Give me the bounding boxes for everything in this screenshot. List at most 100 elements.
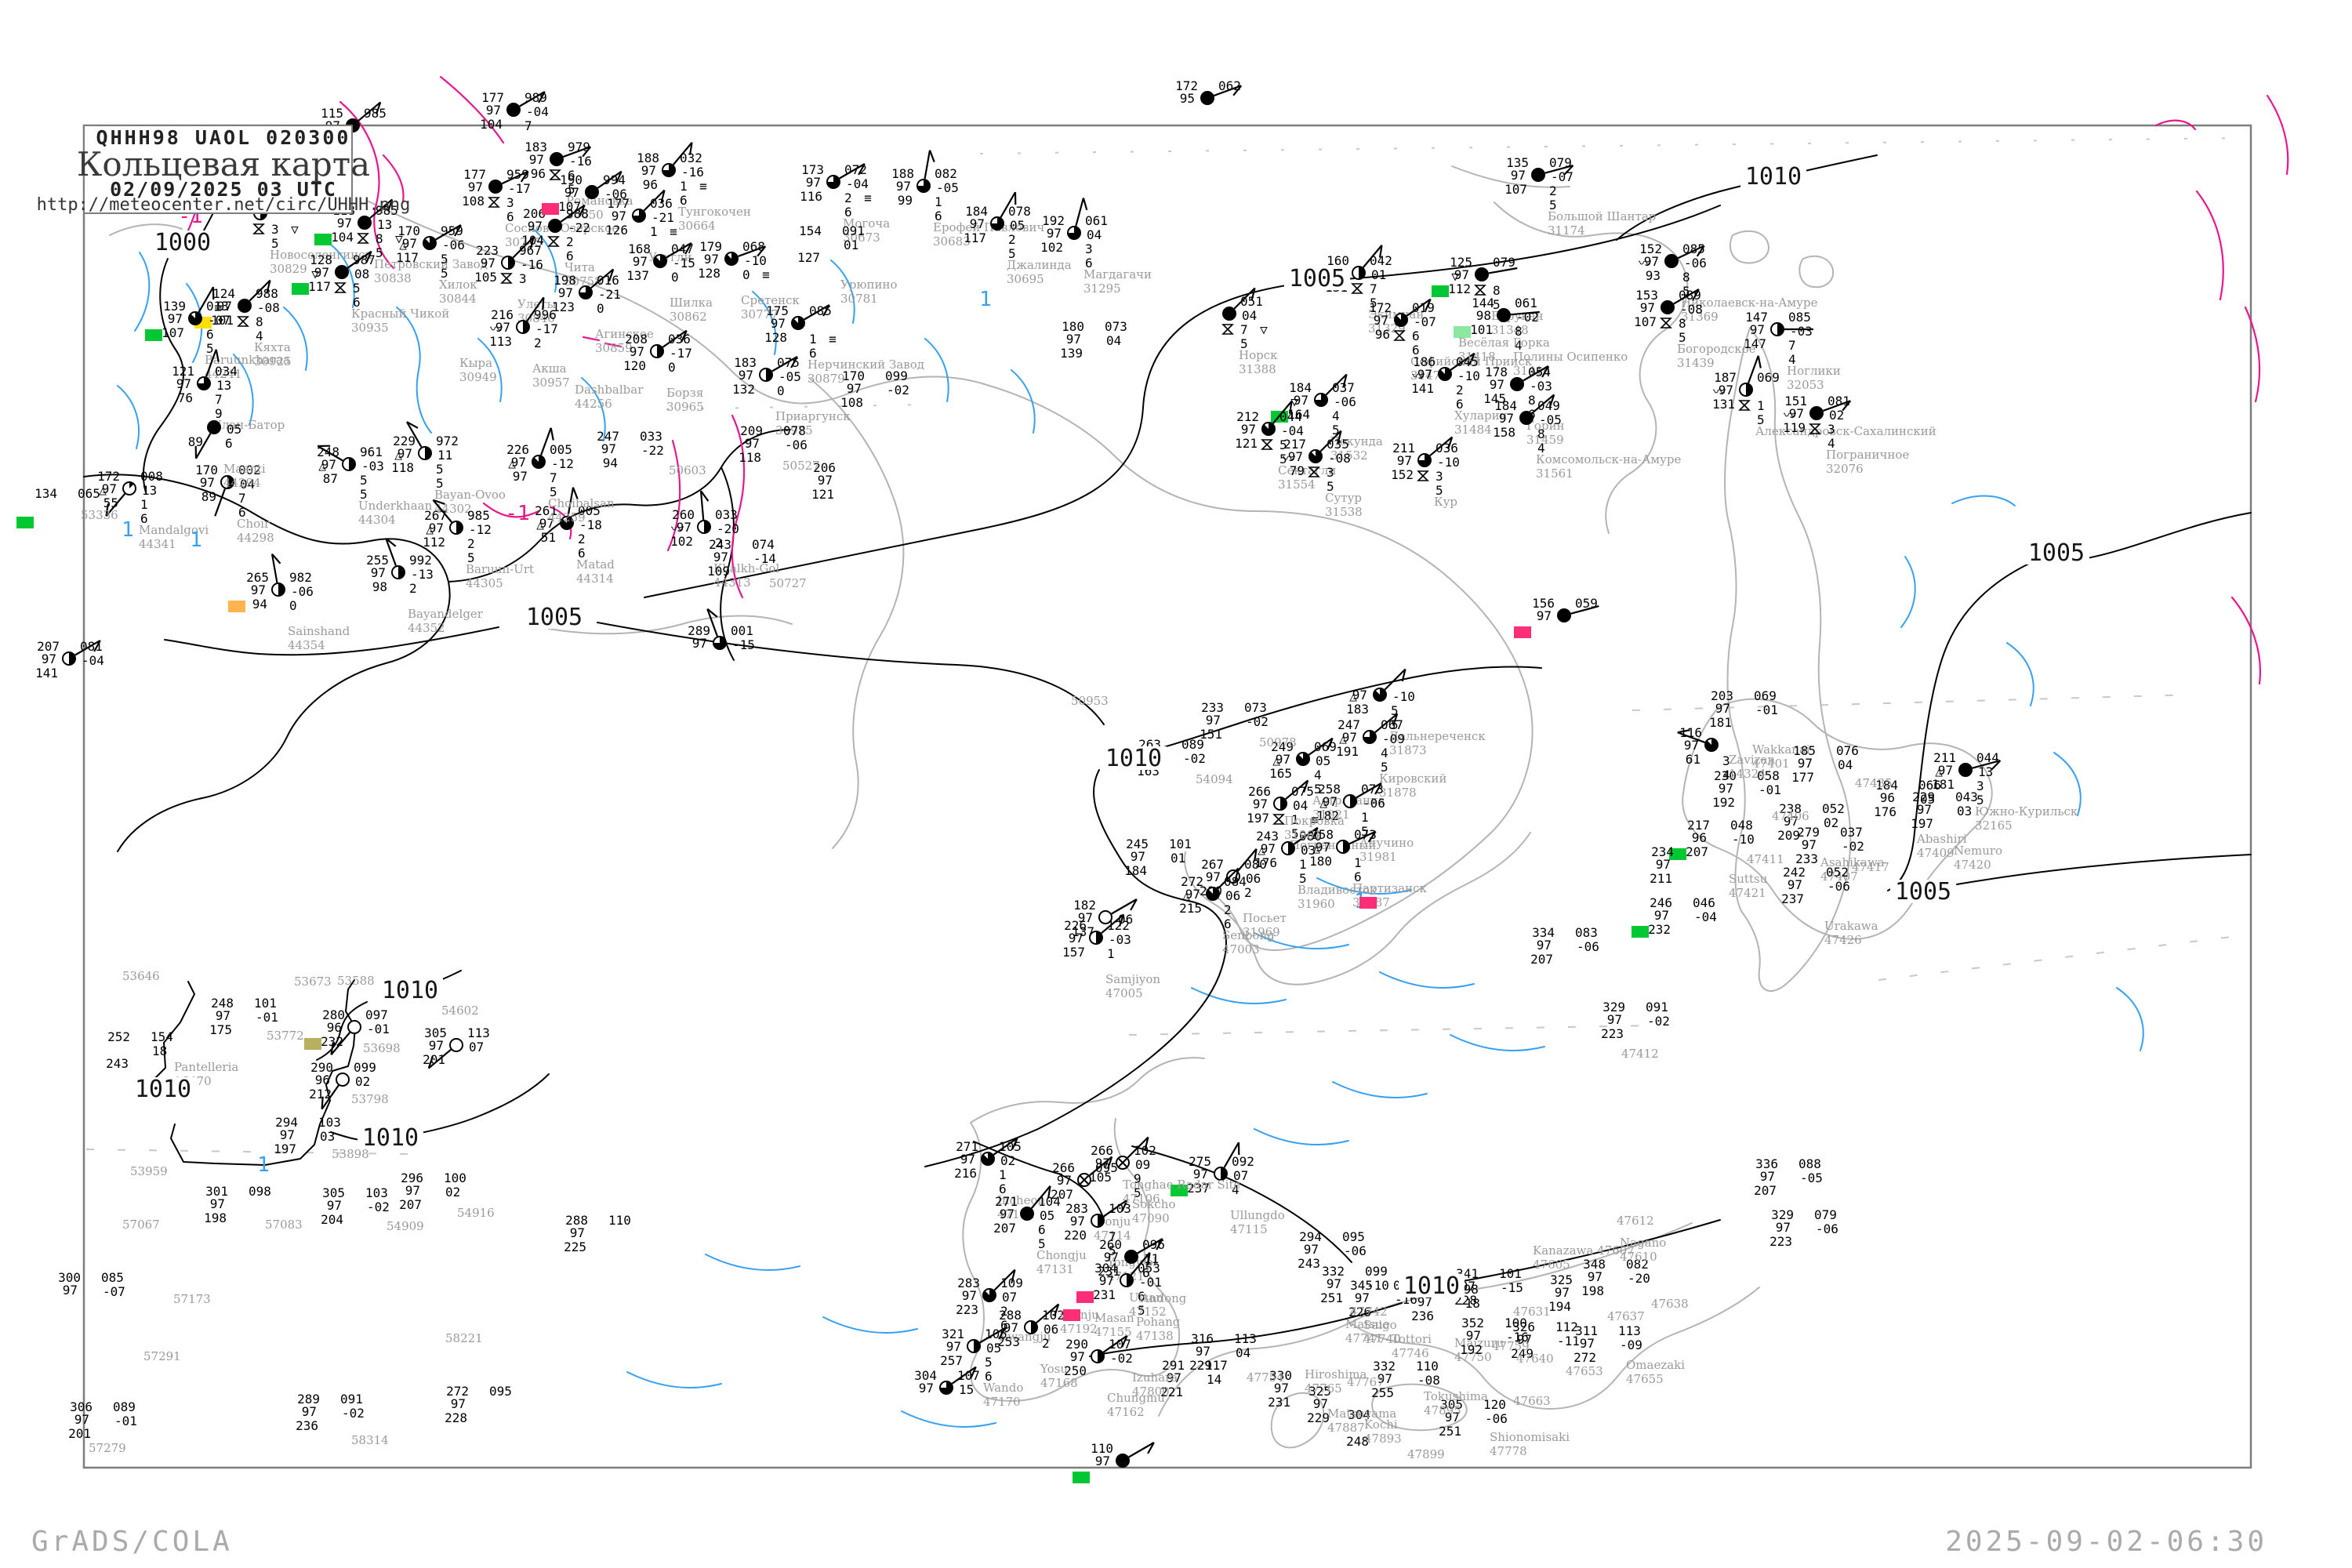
visibility-value: 97	[1070, 1214, 1085, 1229]
dewpoint-value: 102	[1040, 240, 1063, 255]
low-cloud-amount: 4	[1314, 768, 1322, 782]
pressure-tendency-value: -18	[579, 517, 602, 532]
cloud-height-code: 5	[1138, 1303, 1145, 1318]
cloud-fill	[423, 237, 436, 249]
isobar-label-mask	[150, 230, 216, 254]
pressure-tendency-value: -15	[732, 637, 755, 652]
low-cloud-amount: 1	[1107, 946, 1115, 961]
cloud-fill	[227, 476, 234, 488]
station-name: Khalkh-Gol	[713, 561, 779, 575]
pressure-value: 076	[1836, 743, 1859, 758]
visibility-value: 97	[451, 1396, 466, 1411]
station-name: Агинское	[595, 327, 654, 341]
pressure-value: 985	[467, 508, 490, 523]
station-name: Джалинда	[1007, 258, 1072, 272]
temperature-value: 172	[1175, 78, 1198, 93]
visibility-value: 97	[558, 285, 573, 300]
wind-barb-shaft	[249, 279, 271, 302]
station-id: 44352	[408, 621, 445, 635]
station-id: 44341	[139, 537, 176, 551]
station-name: Urakawa	[1824, 919, 1878, 933]
low-cloud-amount: 3	[1828, 422, 1835, 437]
station-id: 31418	[1458, 350, 1496, 364]
weather-symbol-icon: 〰	[1784, 408, 1796, 423]
low-cloud-amount: 3	[506, 195, 514, 210]
pressure-value: 994	[603, 172, 626, 187]
cloud-height-code: 5	[1299, 871, 1307, 886]
wind-barb-feather	[1541, 365, 1549, 378]
visibility-value: 97	[1057, 1173, 1072, 1188]
wind-barb-feather	[1677, 729, 1690, 734]
weather-symbol-icon: △	[1319, 796, 1327, 811]
dewpoint-value: 108	[462, 194, 485, 209]
dewpoint-value: 139	[1060, 346, 1083, 361]
wind-barb-feather	[572, 487, 579, 500]
cloud-genus-icon	[1308, 466, 1320, 477]
station-name: 53646	[122, 969, 160, 983]
pressure-tendency-value: -17	[670, 346, 692, 361]
visibility-value: 97	[564, 185, 579, 200]
pressure-tendency-value: -02	[1110, 1351, 1133, 1366]
visibility-value: 97	[739, 368, 753, 383]
pressure-value: 102	[1134, 1143, 1156, 1158]
visibility-value: 97	[704, 252, 719, 267]
pressure-tendency-value: -06	[1363, 796, 1385, 811]
low-cloud-amount: 6	[1038, 1222, 1046, 1237]
weather-symbol-icon: △	[394, 448, 402, 463]
dewpoint-value: 147	[1744, 336, 1766, 351]
wind-barb-feather	[684, 242, 692, 255]
cloud-height-code: 5	[1038, 1236, 1046, 1251]
station-name: 53698	[363, 1041, 401, 1055]
isobar-label-mask	[377, 978, 443, 1002]
wind-barb-feather	[550, 427, 554, 441]
wind-barb-feather	[321, 1096, 324, 1109]
dewpoint-value: 175	[209, 1022, 232, 1037]
dewpoint-value: 231	[1268, 1395, 1290, 1410]
pressure-tendency-value: -02	[887, 383, 909, 397]
low-cloud-amount: 9	[1134, 1171, 1142, 1186]
station-name: Улан-Батор	[213, 418, 285, 432]
station-id-label: 53898	[332, 1147, 369, 1161]
wind-barb-feather	[1692, 289, 1700, 301]
pressure-value: 979	[568, 140, 590, 154]
station-name: Магдагачи	[1083, 267, 1152, 281]
wind-barb-shaft	[1233, 287, 1256, 310]
obscured-x-icon	[1080, 1175, 1089, 1185]
pressure-value: 067	[1381, 717, 1403, 732]
cloud-fill	[358, 216, 371, 229]
visibility-value: 97	[1654, 908, 1669, 923]
low-cloud-amount: 3	[1722, 753, 1730, 768]
pressure-value: 073	[1354, 827, 1377, 842]
station-id: 47895	[1424, 1403, 1461, 1417]
dewpoint-value: 101	[211, 313, 234, 328]
dewpoint-value: 121	[1235, 436, 1258, 451]
isobar-value: 1010	[362, 1124, 419, 1152]
pressure-tendency-value: -17	[508, 181, 531, 196]
pressure-value: 091	[842, 223, 865, 238]
cloud-genus-icon	[1809, 423, 1821, 434]
visibility-value: 97	[210, 1196, 225, 1211]
pressure-tendency-value: 05	[1040, 1208, 1054, 1223]
station-id: 47887	[1327, 1421, 1365, 1435]
visibility-value: 97	[314, 265, 329, 280]
station-name: Choir	[237, 517, 270, 531]
cloud-fill	[633, 209, 645, 222]
station-id-label: 50527	[782, 459, 820, 473]
cloud-height-code: 6	[809, 346, 817, 361]
visibility-value: 98	[1476, 308, 1491, 323]
pressure-value: 103	[318, 1115, 341, 1130]
temperature-value: 306	[70, 1399, 93, 1414]
cloud-fill	[1359, 267, 1365, 279]
temperature-value: 223	[476, 243, 499, 258]
